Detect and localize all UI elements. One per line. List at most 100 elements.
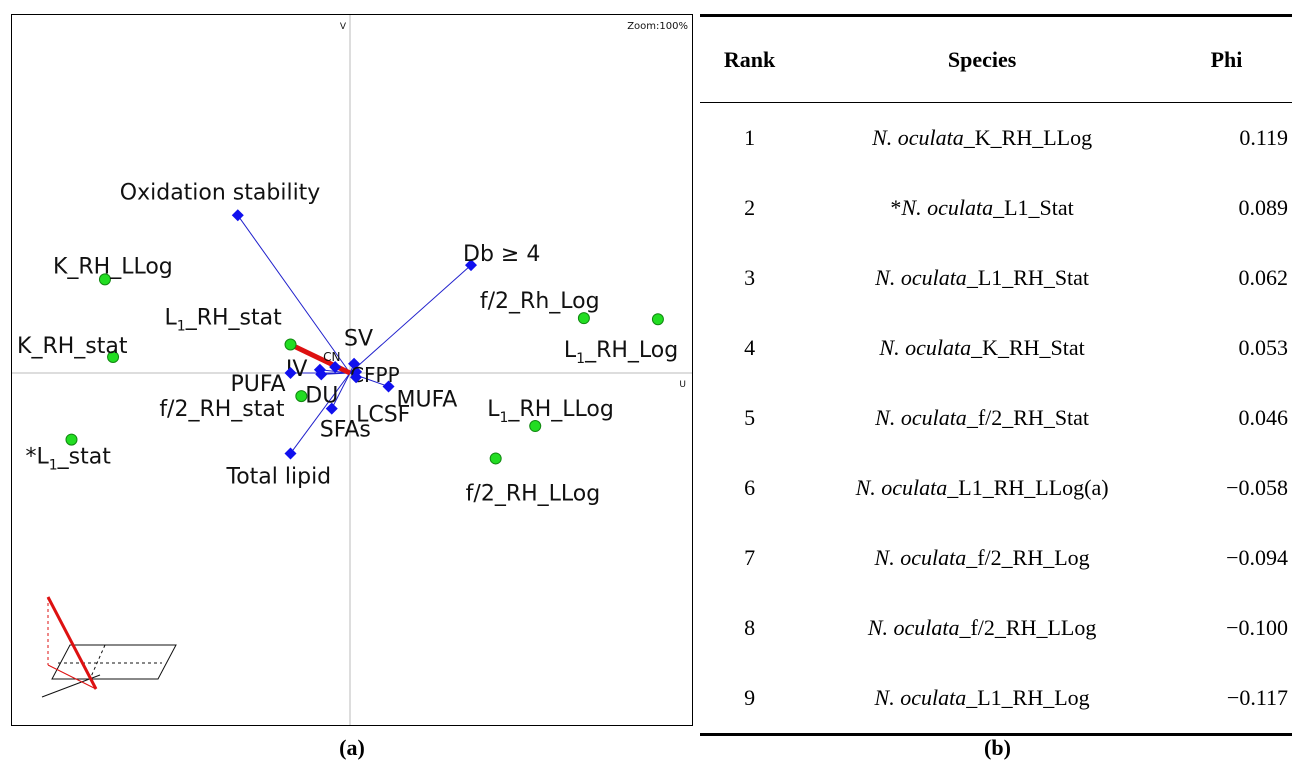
action-point-marker [284, 338, 297, 351]
action-label-part: 1 [499, 410, 508, 426]
criterion-diamond-marker [348, 357, 361, 370]
header-species: Species [799, 14, 1165, 103]
gaia-biplot-panel: V U Zoom:100% Oxidation stability Db ≥ 4 SV IV… [11, 14, 693, 726]
species-cell: *N. oculata_L1_Stat [799, 173, 1165, 243]
species-cell: N. oculata_f/2_RH_Stat [799, 383, 1165, 453]
criterion-label: Oxidation stability [120, 180, 321, 205]
orientation-icon-stroke [46, 596, 98, 690]
rank-cell: 8 [744, 615, 756, 640]
criterion-label: Total lipid [226, 464, 332, 489]
criterion-diamond-marker [231, 209, 244, 222]
species-cell: N. oculata_f/2_RH_Log [799, 523, 1165, 593]
action-point-marker [489, 452, 502, 465]
action-label-part: f/2_RH_stat [159, 397, 285, 422]
rank-cell: 4 [744, 335, 756, 360]
species-suffix: _f/2_RH_Stat [966, 405, 1090, 430]
criterion-vector [331, 372, 351, 409]
action-label-part: 1 [576, 351, 585, 367]
species-genus: N. oculata [874, 545, 967, 570]
species-genus: N. oculata [901, 195, 994, 220]
action-label: K_RH_LLog [53, 254, 173, 279]
action-label: K_RH_stat [17, 334, 128, 359]
phi-cell: 0.053 [1238, 335, 1289, 360]
phi-cell: −0.100 [1226, 615, 1288, 640]
criterion-diamond-marker [465, 259, 478, 272]
action-label-part: L [487, 397, 500, 422]
action-point-marker [107, 350, 120, 363]
rank-cell: 2 [744, 195, 756, 220]
species-genus: N. oculata [875, 265, 967, 290]
criterion-diamond-marker [350, 371, 363, 384]
action-label-part: f/2_Rh_Log [480, 289, 600, 314]
action-label: f/2_Rh_Log [480, 289, 600, 314]
action-label-part: _RH_stat [185, 306, 282, 331]
caption-b: (b) [984, 735, 1011, 760]
rank-cell: 5 [744, 405, 756, 430]
species-genus: N. oculata [875, 405, 967, 430]
table-row: 7 N. oculata_f/2_RH_Log −0.094 [700, 523, 1292, 593]
action-point-marker [98, 273, 111, 286]
table-row: 5 N. oculata_f/2_RH_Stat 0.046 [700, 383, 1292, 453]
table-row: 1 N. oculata_K_RH_LLog 0.119 [700, 103, 1292, 174]
action-label-part: K_RH_LLog [53, 254, 173, 279]
criterion-label: CN [323, 350, 340, 364]
criterion-diamond-marker [325, 402, 338, 415]
rank-cell: 1 [744, 125, 756, 150]
rank-cell: 9 [700, 663, 800, 736]
action-label: L1_RH_Log [564, 338, 678, 367]
orientation-icon-stroke [47, 664, 97, 690]
species-suffix: _K_RH_Stat [971, 335, 1085, 360]
criterion-diamond-marker [329, 360, 342, 373]
rank-cell: 6 [744, 475, 756, 500]
criterion-label: MUFA [397, 388, 458, 413]
criterion-label: PUFA [231, 372, 286, 397]
table-row: 3 N. oculata_L1_RH_Stat 0.062 [700, 243, 1292, 313]
criterion-label: SV [344, 327, 373, 352]
orientation-icon-stroke [51, 644, 177, 680]
caption-a: (a) [339, 735, 365, 760]
orientation-icon-stroke [89, 644, 106, 680]
table-row: 9 N. oculata_L1_RH_Log −0.117 [700, 663, 1292, 736]
action-label-part: 1 [49, 458, 58, 474]
species-cell: N. oculata_L1_RH_Log [799, 663, 1165, 736]
phi-cell: 0.119 [1239, 125, 1288, 150]
action-point-marker [529, 420, 542, 433]
orientation-3d-icon [41, 596, 177, 698]
table-row: 8 N. oculata_f/2_RH_LLog −0.100 [700, 593, 1292, 663]
species-suffix: _K_RH_LLog [963, 125, 1093, 150]
action-label: L1_RH_stat [165, 306, 283, 335]
action-label-part: L [564, 338, 577, 363]
criterion-vector [290, 372, 351, 454]
action-label-part: f/2_RH_LLog [466, 481, 601, 506]
species-suffix: _f/2_RH_LLog [959, 615, 1097, 640]
header-rank: Rank [700, 14, 800, 103]
zoom-label: Zoom:100% [627, 21, 688, 32]
species-suffix: _L1_RH_LLog(a) [947, 475, 1109, 500]
table-header-row: Rank Species Phi [700, 14, 1292, 103]
rank-cell: 7 [744, 545, 756, 570]
species-suffix: _L1_Stat [993, 195, 1074, 220]
table-row: 4 N. oculata_K_RH_Stat 0.053 [700, 313, 1292, 383]
species-cell: N. oculata_K_RH_LLog [799, 103, 1165, 174]
species-genus: N. oculata [867, 615, 960, 640]
species-cell: N. oculata_L1_RH_Stat [799, 243, 1165, 313]
axis-label-v: V [340, 22, 347, 32]
action-label-part: L [165, 306, 178, 331]
criterion-label: SFAs [320, 418, 371, 443]
species-suffix: _L1_RH_Stat [966, 265, 1090, 290]
phi-cell: 0.046 [1238, 405, 1289, 430]
axis-label-u: U [679, 380, 686, 390]
table-row: 6 N. oculata_L1_RH_LLog(a) −0.058 [700, 453, 1292, 523]
action-label-part: 1 [177, 319, 186, 335]
action-label: *L1_stat [25, 445, 111, 474]
action-point-marker [295, 390, 308, 403]
criterion-diamond-marker [284, 447, 297, 460]
species-suffix: _f/2_RH_Log [966, 545, 1090, 570]
phi-ranking-table: Rank Species Phi 1 N. oculata_K_RH_LLog 0.… [700, 14, 1292, 736]
rank-cell: 3 [744, 265, 756, 290]
action-point-marker [651, 313, 664, 326]
species-cell: N. oculata_f/2_RH_LLog [799, 593, 1165, 663]
criterion-label: Db ≥ 4 [463, 242, 540, 267]
action-label-part: _RH_Log [584, 338, 678, 363]
action-label-part: *L [25, 445, 49, 470]
